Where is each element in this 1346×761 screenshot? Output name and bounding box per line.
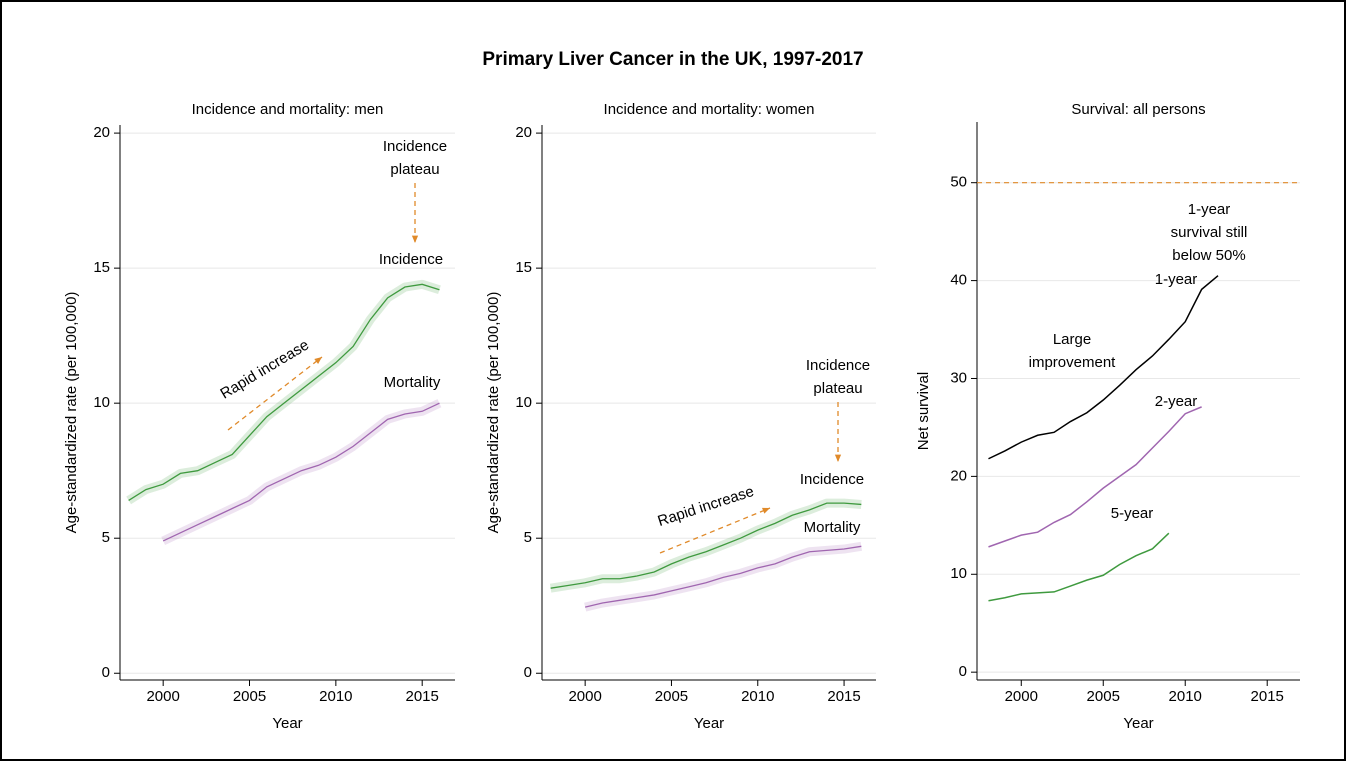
annotation: survival still	[1171, 224, 1248, 241]
y-tick-label: 20	[93, 124, 110, 141]
y-tick-label: 0	[524, 664, 532, 681]
y-axis-label: Age-standardized rate (per 100,000)	[63, 292, 80, 534]
x-tick-label: 2015	[827, 688, 860, 705]
series-label: 5-year	[1111, 505, 1154, 522]
series-label: Mortality	[384, 374, 441, 391]
annotation-arrow	[227, 356, 323, 431]
series-line	[988, 275, 1219, 460]
series-line	[162, 402, 440, 542]
series-label: Mortality	[804, 519, 861, 536]
x-tick-label: 2015	[1251, 688, 1284, 705]
annotation: plateau	[813, 380, 862, 397]
series-line	[988, 532, 1170, 602]
y-tick-label: 15	[93, 259, 110, 276]
series-label: Incidence	[800, 471, 864, 488]
annotation: improvement	[1029, 354, 1117, 371]
panel-title: Survival: all persons	[1071, 101, 1205, 118]
series-label: 1-year	[1155, 271, 1198, 288]
y-axis-label: Net survival	[915, 372, 932, 450]
annotation: Incidence	[383, 138, 447, 155]
y-tick-label: 20	[515, 124, 532, 141]
x-tick-label: 2000	[1005, 688, 1038, 705]
x-tick-label: 2005	[233, 688, 266, 705]
x-tick-label: 2015	[406, 688, 439, 705]
x-tick-label: 2010	[741, 688, 774, 705]
chart-title: Primary Liver Cancer in the UK, 1997-201…	[482, 49, 863, 70]
y-tick-label: 30	[950, 369, 967, 386]
annotation: 1-year	[1188, 201, 1231, 218]
y-tick-label: 0	[959, 663, 967, 680]
series-label: Incidence	[379, 251, 443, 268]
y-tick-label: 0	[102, 664, 110, 681]
y-tick-label: 10	[515, 394, 532, 411]
annotation: plateau	[390, 161, 439, 178]
x-tick-label: 2005	[1087, 688, 1120, 705]
series-label: 2-year	[1155, 393, 1198, 410]
x-tick-label: 2000	[146, 688, 179, 705]
x-tick-label: 2005	[655, 688, 688, 705]
x-axis-label: Year	[272, 715, 302, 732]
series-line	[550, 502, 862, 589]
x-axis-label: Year	[1123, 715, 1153, 732]
y-tick-label: 5	[102, 529, 110, 546]
annotation: below 50%	[1172, 247, 1245, 264]
x-axis-label: Year	[694, 715, 724, 732]
series-line	[128, 283, 440, 501]
x-tick-label: 2010	[1169, 688, 1202, 705]
x-tick-label: 2010	[319, 688, 352, 705]
panel-title: Incidence and mortality: men	[192, 101, 384, 118]
y-tick-label: 15	[515, 259, 532, 276]
y-tick-label: 20	[950, 467, 967, 484]
y-tick-label: 40	[950, 272, 967, 289]
y-axis-label: Age-standardized rate (per 100,000)	[485, 292, 502, 534]
y-tick-label: 10	[93, 394, 110, 411]
y-tick-label: 5	[524, 529, 532, 546]
series-line	[988, 406, 1202, 548]
annotation: Incidence	[806, 357, 870, 374]
y-tick-label: 50	[950, 174, 967, 191]
panel-title: Incidence and mortality: women	[604, 101, 815, 118]
series-line	[585, 545, 862, 608]
arrow-head	[411, 235, 419, 243]
x-tick-label: 2000	[568, 688, 601, 705]
arrow-head	[762, 507, 770, 514]
annotation-arrow	[659, 507, 771, 554]
arrow-head	[314, 357, 322, 364]
y-tick-label: 10	[950, 565, 967, 582]
annotation: Large	[1053, 331, 1091, 348]
arrow-head	[834, 454, 842, 462]
